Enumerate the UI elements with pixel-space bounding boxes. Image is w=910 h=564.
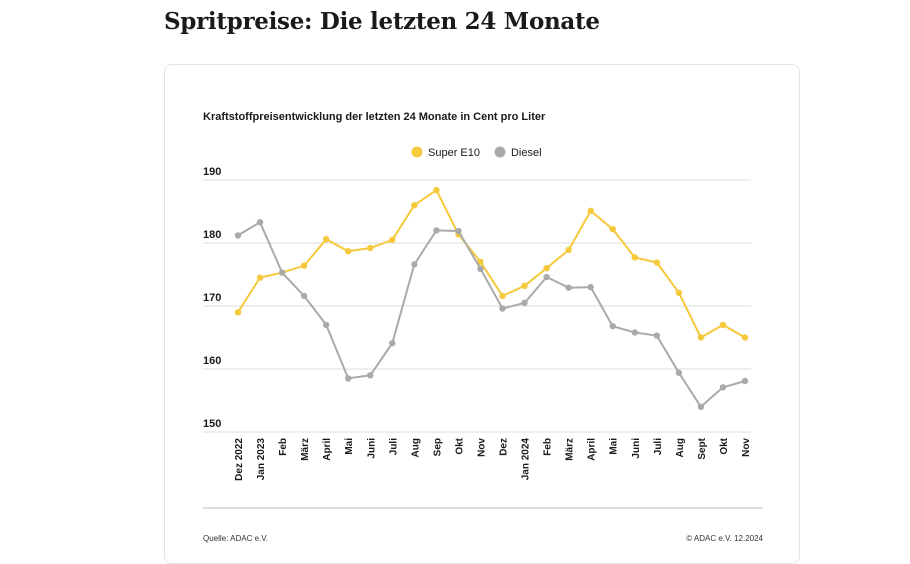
x-tick-label: März xyxy=(300,438,311,461)
y-axis: 150 160 170 180 190 xyxy=(203,166,221,430)
y-tick-label: 160 xyxy=(203,355,221,367)
x-tick-label: Juni xyxy=(366,438,377,459)
legend-label: Diesel xyxy=(511,147,542,159)
legend-marker xyxy=(494,146,506,158)
data-point xyxy=(587,207,594,215)
data-point xyxy=(675,289,683,296)
legend-label: Super E10 xyxy=(428,147,480,159)
x-tick-label: Dez 2022 xyxy=(234,438,245,481)
x-axis: Dez 2022 Jan 2023 Feb März April Mai Juni Juli A… xyxy=(234,437,752,480)
data-point xyxy=(322,321,330,329)
data-point xyxy=(477,258,484,266)
series-line xyxy=(237,221,746,408)
x-tick-label: Jan 2023 xyxy=(256,438,267,481)
data-point xyxy=(345,375,352,382)
data-point xyxy=(521,282,528,290)
x-tick-label: März xyxy=(565,438,576,461)
y-tick-label: 190 xyxy=(203,166,221,178)
data-point xyxy=(543,265,550,272)
data-point xyxy=(631,254,638,261)
data-point xyxy=(719,321,727,329)
chart-legend: Super E10 Diesel xyxy=(411,146,542,159)
y-tick-label: 150 xyxy=(203,418,221,430)
line-chart: Kraftstoffpreisentwicklung der letzten 2… xyxy=(203,111,764,543)
y-tick-label: 180 xyxy=(203,229,221,241)
data-point xyxy=(653,259,661,266)
x-tick-label: Mai xyxy=(344,438,355,455)
x-tick-label: Aug xyxy=(410,438,421,457)
data-point xyxy=(389,236,396,244)
data-point xyxy=(300,262,308,269)
data-point xyxy=(653,332,661,339)
data-point xyxy=(565,284,572,291)
source-note: Quelle: ADAC e.V. xyxy=(203,534,268,543)
series-line xyxy=(237,189,746,339)
data-point xyxy=(719,384,727,391)
data-point xyxy=(587,283,594,291)
x-tick-label: Nov xyxy=(476,438,487,457)
data-point xyxy=(234,309,242,316)
data-point xyxy=(345,247,352,255)
data-point xyxy=(411,261,418,268)
data-point xyxy=(433,227,440,234)
data-point xyxy=(455,227,462,235)
x-tick-label: Dez xyxy=(499,438,510,456)
data-point xyxy=(741,377,749,385)
x-tick-label: Feb xyxy=(278,438,289,456)
data-point xyxy=(499,305,506,312)
x-tick-label: Okt xyxy=(719,437,730,454)
legend-marker xyxy=(411,146,423,158)
x-tick-label: Feb xyxy=(543,438,554,456)
data-point xyxy=(278,269,286,276)
data-point xyxy=(367,372,374,379)
data-point xyxy=(411,202,418,209)
data-point xyxy=(697,403,705,410)
data-point xyxy=(675,369,683,376)
page-title: Spritpreise: Die letzten 24 Monate xyxy=(164,8,600,35)
x-tick-label: Okt xyxy=(454,437,465,454)
chart-grid xyxy=(203,179,751,433)
x-tick-label: April xyxy=(587,438,598,461)
data-point xyxy=(609,225,616,233)
x-tick-label: Mai xyxy=(609,438,620,455)
series-1 xyxy=(234,219,749,410)
series-0 xyxy=(234,186,749,341)
x-tick-label: Juni xyxy=(631,438,642,459)
x-tick-label: Jan 2024 xyxy=(521,438,532,481)
data-point xyxy=(300,292,308,300)
x-tick-label: Aug xyxy=(675,438,686,457)
data-point xyxy=(631,329,638,336)
data-point xyxy=(499,292,506,300)
data-point xyxy=(234,232,242,239)
x-tick-label: Juli xyxy=(653,438,664,455)
data-point xyxy=(609,322,616,330)
chart-series xyxy=(234,186,749,410)
data-point xyxy=(322,236,330,243)
data-point xyxy=(389,339,396,347)
data-point xyxy=(543,273,550,281)
copyright-note: © ADAC e.V. 12.2024 xyxy=(686,534,763,543)
data-point xyxy=(367,244,374,252)
data-point xyxy=(256,274,264,281)
data-point xyxy=(697,334,705,341)
data-point xyxy=(521,299,528,307)
data-point xyxy=(565,246,572,254)
x-tick-label: Sep xyxy=(432,438,443,456)
data-point xyxy=(477,265,484,273)
x-tick-label: April xyxy=(322,438,333,461)
data-point xyxy=(433,186,440,194)
chart-card: Kraftstoffpreisentwicklung der letzten 2… xyxy=(164,64,800,564)
chart-title: Kraftstoffpreisentwicklung der letzten 2… xyxy=(203,111,546,123)
data-point xyxy=(741,334,749,341)
data-point xyxy=(256,219,264,226)
y-tick-label: 170 xyxy=(203,292,221,304)
x-tick-label: Nov xyxy=(741,438,752,457)
x-tick-label: Sept xyxy=(697,437,708,459)
x-tick-label: Juli xyxy=(388,438,399,455)
